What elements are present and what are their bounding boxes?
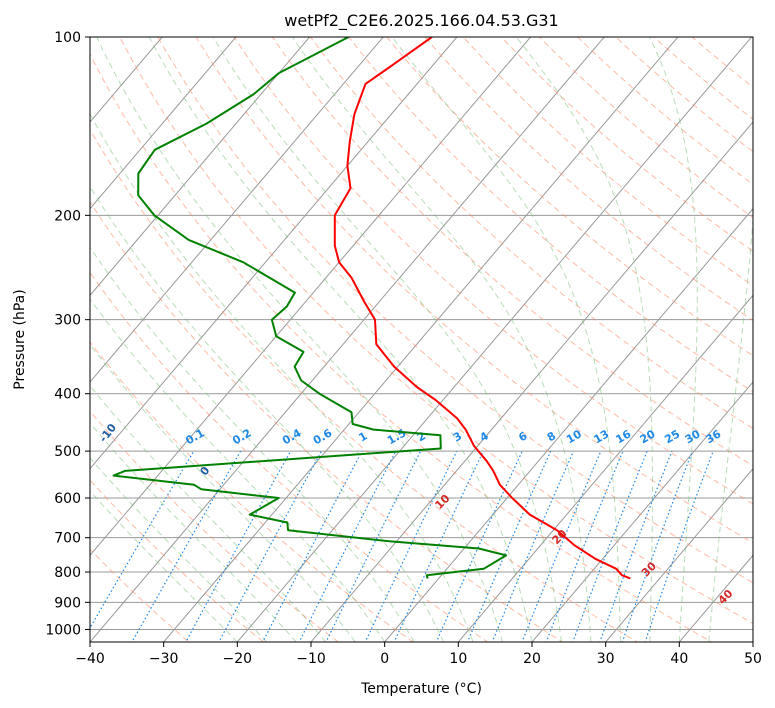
- isotherm-line: [531, 381, 753, 642]
- mixing-ratio-line: [325, 450, 422, 642]
- dry-adiabat-line: [90, 479, 265, 642]
- x-tick-label: −10: [296, 651, 326, 667]
- mixing-ratio-line: [572, 450, 648, 642]
- x-tick-label: −30: [149, 651, 179, 667]
- y-tick-label: 700: [54, 531, 81, 547]
- x-tick-label: 30: [597, 651, 615, 667]
- y-axis-ticks: 100 200 300 400 500 600 700 800 900 1000: [45, 30, 90, 638]
- dry-adiabat-line: [195, 37, 753, 544]
- x-tick-label: 10: [449, 651, 467, 667]
- mixing-ratio-line: [298, 450, 397, 642]
- dry-adiabat-line: [271, 37, 753, 467]
- dry-adiabat-line: [90, 53, 713, 642]
- x-axis-ticks: −40 −30 −20 −10 0 10 20 30 40 50: [75, 642, 762, 667]
- moist-adiabat-line: [90, 298, 386, 642]
- isotherm-line: [310, 121, 753, 642]
- dry-adiabat-line: [386, 37, 753, 357]
- isotherm-line: [90, 37, 237, 210]
- isotherm-line: [457, 294, 753, 642]
- moist-adiabat-line: [90, 112, 474, 642]
- moist-adiabat-line: [96, 37, 503, 642]
- x-tick-label: −40: [75, 651, 105, 667]
- moist-adiabat-line: [291, 37, 592, 642]
- dry-adiabat-line: [653, 37, 753, 120]
- dry-adiabat-line: [90, 410, 340, 642]
- mixing-ratio-line: [90, 450, 195, 629]
- plot-area: 0.10.20.40.611.52346810131620253036-100-…: [90, 37, 753, 642]
- plot-frame: [89, 36, 754, 643]
- dry-adiabat-line: [462, 37, 753, 287]
- isotherm-line: [236, 37, 753, 642]
- moist-adiabat-line: [90, 343, 356, 642]
- mixing-ratio-line: [185, 450, 292, 642]
- mixing-ratio-line: [435, 450, 523, 642]
- mixing-ratio-line: [521, 450, 602, 642]
- y-tick-label: 900: [54, 595, 81, 611]
- isotherm-line: [90, 37, 605, 642]
- dry-adiabat-line: [119, 37, 753, 625]
- y-tick-label: 200: [54, 208, 81, 224]
- moist-adiabat-line: [515, 37, 653, 642]
- chart-title: wetPf2_C2E6.2025.166.04.53.G31: [284, 11, 558, 31]
- x-tick-label: 20: [523, 651, 541, 667]
- dewpoint-line: [112, 37, 508, 579]
- isotherm-line: [90, 37, 311, 297]
- dry-adiabats: [90, 37, 753, 642]
- mixing-ratio-line: [364, 450, 458, 642]
- dry-adiabat-line: [500, 37, 753, 252]
- moist-adiabat-line: [90, 246, 415, 642]
- isotherm-line: [605, 467, 753, 642]
- mixing-ratio-line: [599, 450, 673, 642]
- mixing-ratio-line: [131, 450, 242, 642]
- y-axis-label: Pressure (hPa): [12, 289, 28, 389]
- dry-adiabat-line: [348, 37, 753, 393]
- y-tick-label: 1000: [45, 622, 81, 638]
- dry-adiabat-line: [90, 201, 564, 642]
- dry-adiabat-line: [538, 37, 753, 219]
- moist-adiabat-line: [212, 37, 562, 642]
- y-tick-label: 600: [54, 491, 81, 507]
- profile-series: [112, 37, 631, 580]
- moist-adiabat-line: [148, 37, 533, 642]
- y-tick-label: 100: [54, 30, 81, 46]
- moist-adiabat-line: [90, 422, 297, 642]
- dry-adiabat-line: [157, 37, 753, 584]
- mixing-ratio-lines: [90, 450, 714, 642]
- x-tick-label: −20: [223, 651, 253, 667]
- isotherm-gridlines: [90, 37, 753, 642]
- moist-adiabats: [90, 37, 753, 642]
- y-tick-label: 800: [54, 565, 81, 581]
- mixing-ratio-line: [491, 450, 575, 642]
- x-axis-label: Temperature (°C): [360, 681, 482, 697]
- moist-adiabat-line: [391, 37, 621, 642]
- y-tick-label: 400: [54, 387, 81, 403]
- x-tick-label: 0: [380, 651, 389, 667]
- moist-adiabat-line: [708, 213, 753, 642]
- isotherm-line: [90, 37, 458, 470]
- isotherm-line: [90, 37, 384, 383]
- isotherm-line: [384, 207, 753, 642]
- mixing-ratio-line: [466, 450, 552, 642]
- isobar-gridlines: [90, 37, 753, 630]
- temperature-line: [333, 37, 631, 580]
- y-tick-label: 300: [54, 313, 81, 329]
- x-tick-label: 50: [744, 651, 762, 667]
- dry-adiabat-line: [615, 37, 753, 153]
- isotherm-line: [90, 37, 532, 557]
- mixing-ratio-line: [545, 450, 624, 642]
- isotherm-line: [163, 37, 679, 642]
- dry-adiabat-line: [309, 37, 753, 430]
- moist-adiabat-line: [90, 185, 445, 642]
- mixing-ratio-line: [393, 450, 484, 642]
- moist-adiabat-line: [90, 384, 327, 642]
- moist-adiabat-line: [649, 37, 698, 642]
- dry-adiabat-line: [233, 37, 753, 505]
- x-tick-label: 40: [670, 651, 688, 667]
- dry-adiabat-line: [576, 37, 753, 185]
- y-tick-label: 500: [54, 444, 81, 460]
- dry-adiabat-line: [90, 271, 489, 642]
